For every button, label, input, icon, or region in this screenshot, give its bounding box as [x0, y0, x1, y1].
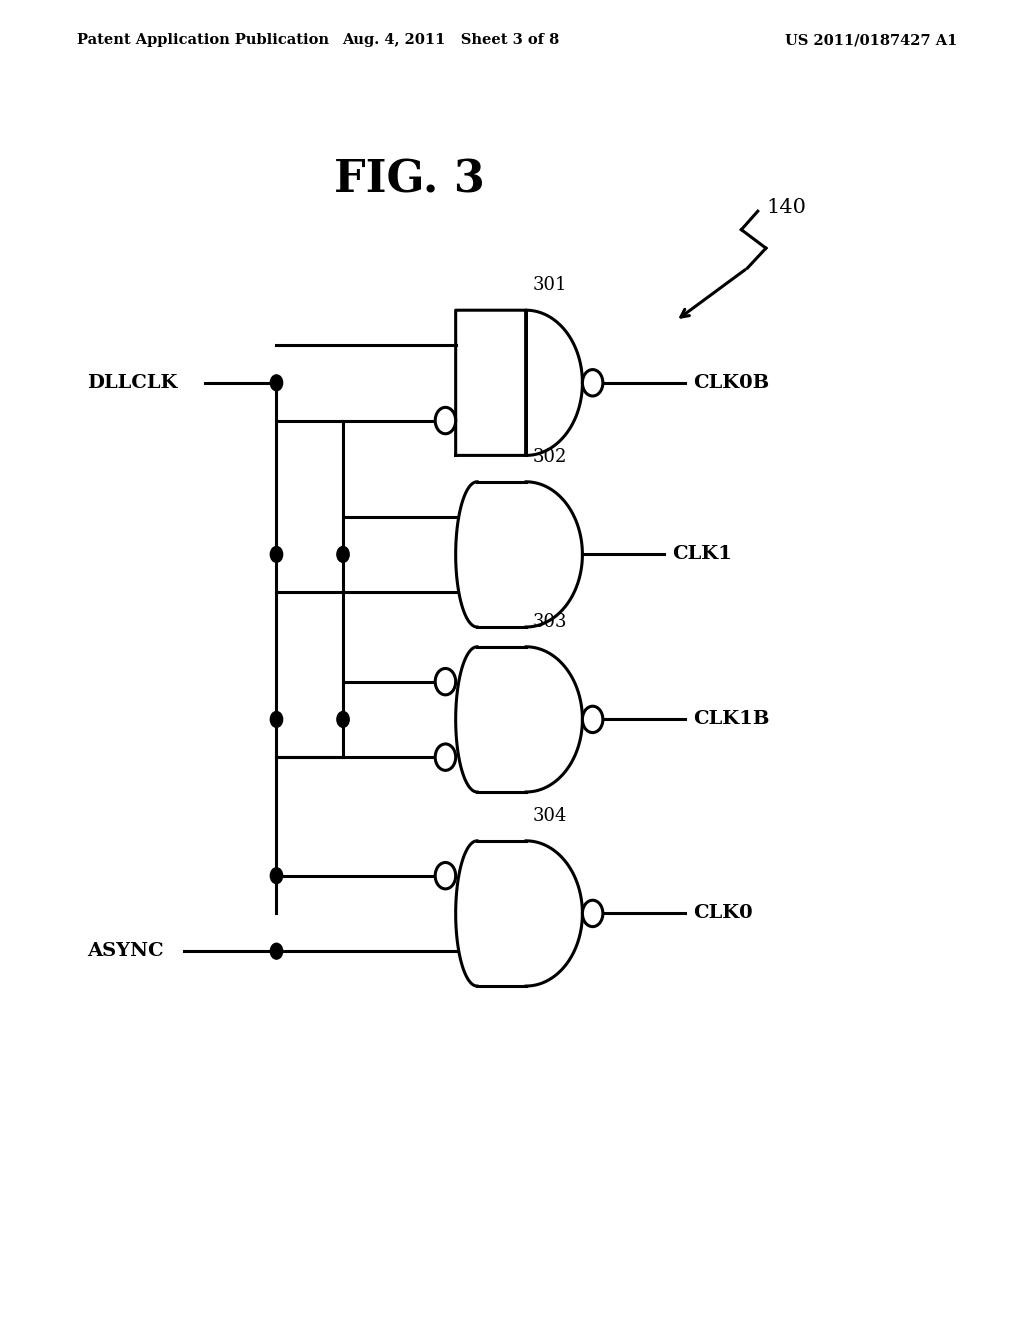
Text: CLK0: CLK0: [693, 904, 753, 923]
Circle shape: [583, 900, 603, 927]
Text: CLK1: CLK1: [673, 545, 732, 564]
Text: ASYNC: ASYNC: [87, 942, 164, 960]
Circle shape: [435, 408, 456, 434]
Text: DLLCLK: DLLCLK: [87, 374, 177, 392]
Circle shape: [435, 862, 456, 888]
Circle shape: [583, 370, 603, 396]
Text: CLK0B: CLK0B: [693, 374, 769, 392]
Circle shape: [270, 375, 283, 391]
Circle shape: [270, 944, 283, 960]
Text: Aug. 4, 2011   Sheet 3 of 8: Aug. 4, 2011 Sheet 3 of 8: [342, 33, 559, 48]
Text: Patent Application Publication: Patent Application Publication: [77, 33, 329, 48]
Text: 304: 304: [532, 807, 566, 825]
Text: 302: 302: [532, 447, 566, 466]
Circle shape: [337, 711, 349, 727]
Text: FIG. 3: FIG. 3: [334, 158, 485, 202]
Text: US 2011/0187427 A1: US 2011/0187427 A1: [785, 33, 957, 48]
Circle shape: [435, 744, 456, 771]
Text: 140: 140: [766, 198, 806, 216]
Circle shape: [270, 546, 283, 562]
Circle shape: [435, 668, 456, 694]
Circle shape: [583, 706, 603, 733]
Text: CLK1B: CLK1B: [693, 710, 769, 729]
Text: 303: 303: [532, 612, 566, 631]
Circle shape: [270, 867, 283, 883]
Text: 301: 301: [532, 276, 566, 294]
Circle shape: [337, 546, 349, 562]
Circle shape: [270, 711, 283, 727]
